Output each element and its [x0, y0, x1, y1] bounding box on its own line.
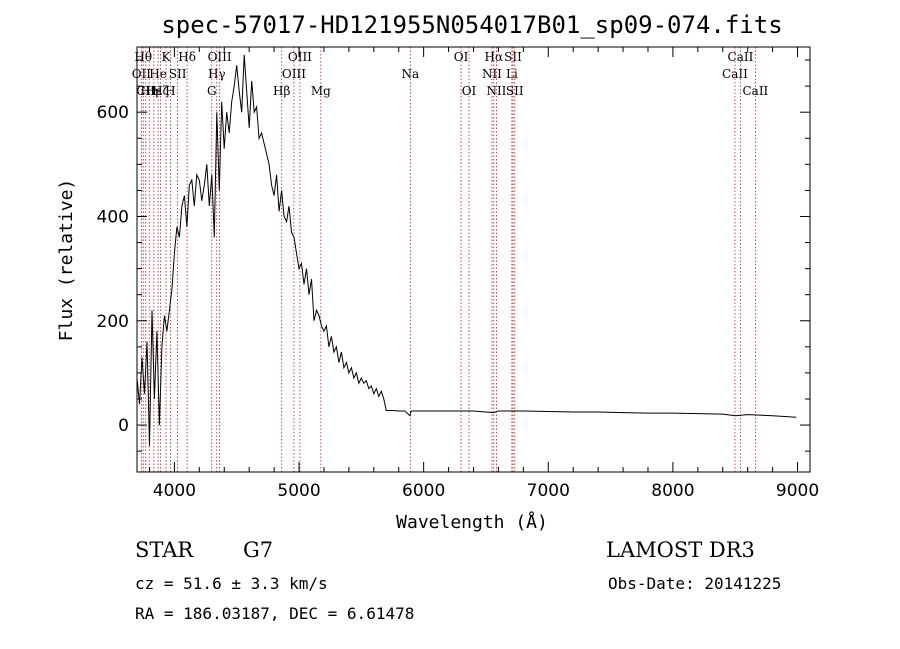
x-tick-label-1: 5000	[277, 481, 320, 501]
marker-label-29: CaII	[742, 84, 768, 98]
series-line-0	[136, 54, 797, 446]
chart-title: spec-57017-HD121955N054017B01_sp09-074.f…	[161, 11, 782, 39]
y-tick-label-3: 600	[97, 103, 129, 123]
x-axis: 4000 5000 6000 7000 8000 9000	[148, 47, 819, 501]
marker-label-6: Hζ	[152, 84, 169, 98]
x-tick-label-0: 4000	[153, 481, 196, 501]
x-tick-label-2: 6000	[402, 481, 445, 501]
plot-area	[136, 54, 797, 446]
marker-label-11: G	[207, 84, 217, 98]
marker-label-4: Hε	[145, 84, 162, 98]
marker-label-17: Mg	[311, 84, 331, 98]
y-axis: 0 200 400 600	[97, 59, 810, 452]
marker-label-14: Hβ	[273, 84, 290, 98]
marker-label-12: Hγ	[208, 67, 226, 81]
marker-label-28: CaII	[728, 50, 754, 64]
object-class: STAR	[135, 538, 194, 562]
line-markers: OIIHθCIIHηHεHeHζKHSIIHδGHγOIIIHβOIIIOIII…	[132, 47, 769, 472]
y-tick-label-2: 400	[97, 207, 129, 227]
y-tick-label-0: 0	[118, 416, 129, 436]
survey-name: LAMOST DR3	[606, 538, 755, 562]
marker-label-25: SII	[504, 50, 522, 64]
marker-label-9: SII	[169, 67, 187, 81]
x-axis-label: Wavelength (Å)	[396, 511, 548, 533]
marker-label-16: OIII	[288, 50, 312, 64]
x-tick-label-3: 7000	[527, 481, 570, 501]
marker-label-5: He	[149, 67, 167, 81]
marker-label-10: Hδ	[178, 50, 196, 64]
marker-label-24: Li	[506, 67, 518, 81]
x-tick-label-4: 8000	[651, 481, 694, 501]
marker-label-18: Na	[401, 67, 419, 81]
marker-label-13: OIII	[208, 50, 232, 64]
marker-label-26: SII	[506, 84, 524, 98]
marker-label-8: H	[165, 84, 175, 98]
marker-label-21: NII	[482, 67, 502, 81]
object-subclass: G7	[243, 538, 274, 562]
marker-label-2: CII	[136, 84, 155, 98]
marker-label-23: NII	[486, 84, 506, 98]
ra-dec: RA = 186.03187, DEC = 6.61478	[135, 604, 415, 623]
marker-label-15: OIII	[282, 67, 306, 81]
plot-frame	[136, 46, 811, 473]
y-tick-label-1: 200	[97, 312, 129, 332]
marker-label-19: OI	[454, 50, 469, 64]
x-tick-label-5: 9000	[776, 481, 819, 501]
marker-label-20: OI	[462, 84, 477, 98]
marker-label-3: Hη	[140, 84, 158, 98]
observation-date: Obs-Date: 20141225	[608, 574, 782, 593]
marker-label-7: K	[162, 50, 172, 64]
marker-label-22: Hα	[485, 50, 504, 64]
y-axis-label: Flux (relative)	[56, 179, 77, 342]
redshift-velocity: cz = 51.6 ± 3.3 km/s	[135, 574, 328, 593]
marker-label-27: CaII	[722, 67, 748, 81]
